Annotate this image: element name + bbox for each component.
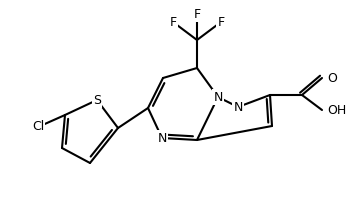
Text: F: F	[217, 16, 225, 28]
Text: F: F	[169, 16, 177, 28]
Text: O: O	[327, 71, 337, 85]
Text: S: S	[93, 93, 101, 107]
Text: N: N	[233, 101, 243, 113]
Text: Cl: Cl	[32, 121, 44, 133]
Text: N: N	[157, 131, 167, 145]
Text: N: N	[213, 91, 223, 103]
Text: F: F	[193, 8, 201, 20]
Text: OH: OH	[327, 103, 346, 117]
